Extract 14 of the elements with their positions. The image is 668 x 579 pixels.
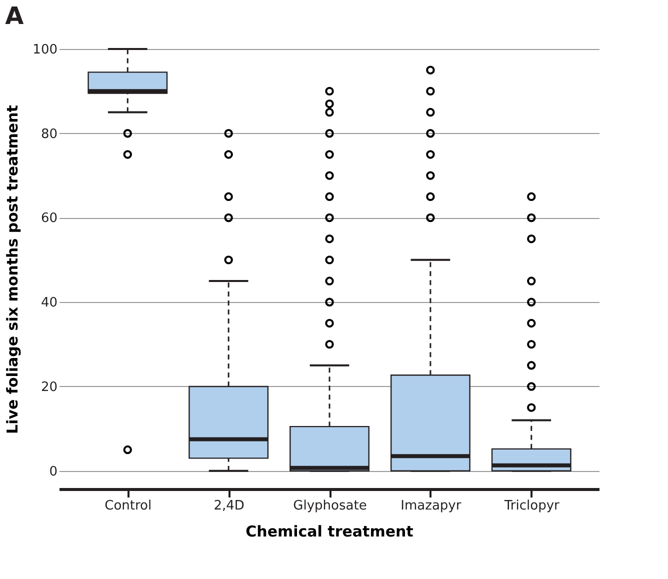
y-axis-title: Live foliage six months post treatment	[4, 105, 22, 434]
x-tick-label: Imazapyr	[400, 498, 462, 514]
y-tick-label: 40	[40, 296, 58, 311]
x-tick-label: Control	[104, 498, 152, 514]
chart-title: A	[5, 2, 24, 30]
x-tick-label: 2,4D	[214, 498, 244, 514]
y-tick-label: 80	[40, 126, 58, 142]
y-tick-label: 20	[40, 380, 58, 395]
y-tick-label: 0	[49, 464, 58, 480]
x-axis-title: Chemical treatment	[246, 522, 414, 540]
y-tick-label: 100	[32, 42, 58, 58]
x-tick-label: Glyphosate	[293, 498, 367, 514]
y-tick-label: 60	[40, 211, 58, 226]
x-tick-label: Triclopyr	[503, 498, 560, 514]
